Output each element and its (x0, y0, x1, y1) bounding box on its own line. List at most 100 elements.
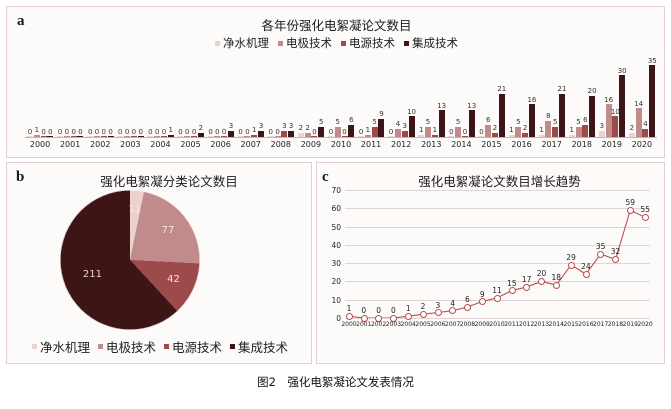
y-tick-label-c: 10 (331, 295, 341, 305)
y-tick-label-c: 60 (331, 204, 341, 214)
legend-label: 电源技术 (172, 340, 223, 355)
bar-2018-s3 (582, 124, 589, 137)
bar-value-label: 0 (64, 127, 70, 136)
bar-2005-s3 (191, 136, 198, 137)
bar-2007-s4 (258, 130, 265, 137)
bar-value-label: 30 (617, 66, 627, 75)
bar-value-label: 0 (342, 127, 347, 136)
bar-value-label: 2 (305, 124, 310, 133)
x-tick-label-a: 2010 (330, 140, 352, 149)
bar-value-label: 3 (288, 122, 294, 131)
point-value-label: 1 (405, 304, 411, 314)
bar-2000-s2 (33, 134, 40, 137)
x-tick-label-c: 2007 (445, 321, 461, 328)
x-tick-label-c: 2000 (341, 321, 357, 328)
bar-2011-s2 (364, 134, 371, 137)
bar-2019-s3 (612, 116, 619, 137)
panel-b-title: 强化电絮凝分类论文数目 (100, 174, 238, 189)
pie-chart: 11 77 42 211 (60, 190, 200, 330)
bar-value-label: 5 (516, 118, 521, 127)
bar-group: 1 5 1 13 (416, 65, 446, 137)
bar-2003-s1 (117, 136, 124, 137)
bar-value-label: 16 (604, 95, 614, 104)
bar-value-label: 6 (485, 116, 491, 125)
data-point-2003 (390, 314, 398, 322)
data-point-2012 (523, 283, 531, 291)
x-tick-label-c: 2017 (593, 321, 609, 328)
panel-c-letter: c (322, 169, 329, 185)
bar-value-label: 20 (587, 87, 597, 96)
data-point-2013 (538, 278, 546, 286)
panel-c-line-chart: c 强化电絮凝论文数目增长趋势 (316, 162, 665, 364)
bar-2020-s4 (649, 65, 656, 137)
bar-value-label: 0 (358, 127, 364, 136)
bar-value-label: 0 (131, 127, 137, 136)
bar-value-label: 0 (161, 127, 167, 136)
legend-item-a-1: 净水机理 (215, 35, 269, 51)
bar-value-label: 3 (282, 122, 287, 131)
bar-2018-s2 (575, 126, 582, 137)
point-value-label: 29 (566, 252, 576, 262)
point-value-label: 6 (465, 295, 470, 305)
data-point-2015 (567, 261, 575, 269)
bar-value-label: 0 (268, 127, 273, 136)
bar-group: 1 5 6 20 (567, 65, 597, 137)
gridline (345, 226, 650, 228)
legend-label: 集成技术 (238, 340, 289, 355)
legend-swatch-icon (164, 344, 169, 349)
legend-swatch-icon (230, 344, 236, 349)
bar-value-label: 5 (319, 118, 324, 127)
bar-value-label: 0 (449, 127, 454, 136)
bar-value-label: 0 (238, 127, 243, 136)
bar-value-label: 0 (124, 127, 130, 136)
bar-2015-s1 (478, 136, 485, 137)
bar-2014-s4 (468, 110, 475, 137)
bar-value-label: 0 (462, 127, 468, 136)
bar-2002-s3 (100, 136, 107, 137)
legend-item-b-1: 净水机理 (31, 337, 90, 356)
data-point-2006 (434, 309, 442, 317)
point-value-label: 11 (492, 285, 502, 295)
point-value-label: 9 (479, 289, 485, 299)
x-tick-label-a: 2004 (150, 140, 171, 149)
bar-2005-s4 (197, 132, 204, 137)
bar-value-label: 5 (372, 118, 377, 127)
bar-2020-s3 (642, 128, 649, 137)
legend-item-b-4: 集成技术 (230, 337, 288, 356)
x-tick-label-c: 2011 (504, 321, 520, 328)
bar-value-label: 1 (569, 126, 574, 135)
bar-value-label: 4 (395, 120, 401, 129)
x-tick-label-c: 2012 (519, 321, 535, 328)
point-value-label: 1 (346, 304, 352, 314)
bar-value-label: 10 (407, 107, 416, 116)
bar-2013-s3 (431, 134, 438, 137)
bar-2012-s3 (401, 130, 408, 137)
line-plot-area: 1 0 0 0 1 2 3 4 6 9 11 15 17 20 18 29 24 35 32 59 55 (345, 190, 650, 322)
point-value-label: 18 (551, 273, 562, 283)
bar-2016-s2 (515, 126, 522, 137)
x-tick-label-c: 2002 (370, 321, 387, 328)
bar-2016-s4 (528, 104, 535, 137)
bar-value-label: 5 (455, 118, 461, 127)
data-point-2016 (582, 270, 590, 278)
bar-value-label: 0 (118, 127, 123, 136)
bar-value-label: 1 (419, 126, 424, 135)
x-tick-label-a: 2014 (451, 140, 472, 149)
bar-2012-s2 (394, 128, 401, 137)
bar-group: 0 6 2 21 (476, 65, 506, 137)
data-point-2000 (345, 312, 353, 320)
bar-2010-s3 (341, 136, 348, 137)
bar-value-label: 0 (78, 127, 83, 136)
x-tick-label-a: 2007 (240, 140, 261, 149)
bar-2013-s1 (418, 134, 425, 137)
gridline (345, 318, 650, 319)
x-tick-label-a: 2009 (300, 140, 322, 149)
x-tick-label-c: 2009 (474, 321, 490, 328)
legend-swatch-icon (31, 344, 37, 349)
x-tick-label-a: 2016 (511, 140, 532, 149)
bar-2001-s1 (57, 136, 64, 137)
legend-item-a-3: 电源技术 (341, 35, 395, 51)
